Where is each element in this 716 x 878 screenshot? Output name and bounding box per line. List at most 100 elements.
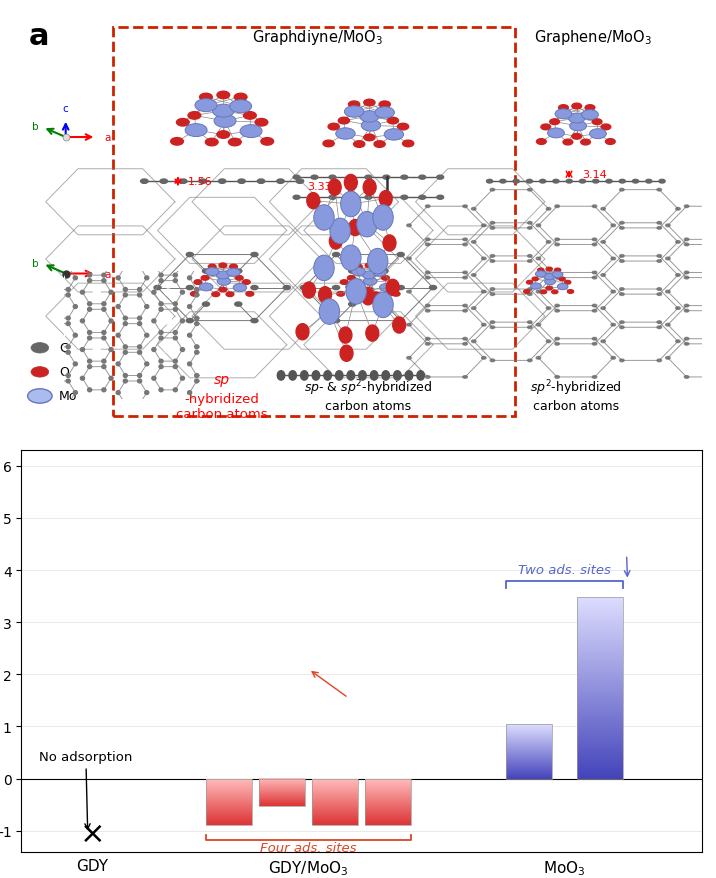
- Circle shape: [73, 334, 77, 338]
- Circle shape: [383, 235, 396, 252]
- Circle shape: [66, 317, 70, 320]
- Circle shape: [238, 180, 246, 184]
- Circle shape: [296, 324, 309, 341]
- Circle shape: [545, 279, 556, 285]
- Circle shape: [555, 343, 559, 346]
- Circle shape: [154, 286, 161, 291]
- Circle shape: [490, 222, 495, 225]
- Circle shape: [541, 125, 551, 131]
- Circle shape: [366, 326, 379, 342]
- Circle shape: [401, 196, 407, 200]
- Circle shape: [87, 331, 92, 335]
- Circle shape: [379, 191, 392, 207]
- Circle shape: [87, 251, 92, 255]
- Circle shape: [619, 261, 624, 263]
- Circle shape: [66, 294, 70, 298]
- Circle shape: [93, 376, 100, 382]
- Circle shape: [419, 196, 426, 200]
- Circle shape: [116, 306, 120, 309]
- Circle shape: [684, 338, 689, 341]
- Circle shape: [490, 189, 495, 191]
- Circle shape: [324, 371, 332, 381]
- Circle shape: [307, 193, 320, 210]
- Circle shape: [180, 291, 185, 295]
- Circle shape: [684, 244, 689, 247]
- Circle shape: [195, 322, 199, 326]
- Circle shape: [188, 277, 192, 280]
- Circle shape: [319, 299, 339, 325]
- Circle shape: [362, 271, 376, 279]
- Circle shape: [129, 390, 136, 396]
- Circle shape: [173, 336, 178, 341]
- Circle shape: [657, 288, 662, 291]
- Circle shape: [277, 180, 284, 184]
- Circle shape: [397, 286, 405, 291]
- Circle shape: [611, 324, 616, 327]
- Circle shape: [303, 283, 316, 299]
- Circle shape: [145, 306, 149, 309]
- Circle shape: [632, 180, 639, 184]
- Circle shape: [123, 294, 127, 298]
- Circle shape: [619, 255, 624, 258]
- Circle shape: [329, 196, 336, 200]
- Circle shape: [200, 333, 208, 339]
- Circle shape: [319, 287, 332, 304]
- Circle shape: [173, 360, 178, 363]
- Circle shape: [152, 320, 156, 323]
- Circle shape: [195, 317, 199, 320]
- Circle shape: [592, 277, 597, 279]
- Circle shape: [528, 360, 532, 363]
- Circle shape: [379, 102, 390, 109]
- Bar: [312, 779, 358, 824]
- Circle shape: [528, 293, 532, 296]
- Circle shape: [676, 275, 680, 277]
- Circle shape: [340, 280, 348, 285]
- Text: Graphene/MoO$_3$: Graphene/MoO$_3$: [534, 27, 652, 47]
- Circle shape: [589, 130, 606, 140]
- Circle shape: [243, 280, 250, 285]
- Circle shape: [216, 277, 221, 280]
- Circle shape: [471, 275, 476, 277]
- Circle shape: [52, 294, 56, 298]
- Circle shape: [611, 258, 616, 261]
- Bar: [365, 779, 411, 824]
- Circle shape: [619, 288, 624, 291]
- Circle shape: [209, 294, 213, 298]
- Text: 1.56: 1.56: [188, 177, 213, 187]
- Circle shape: [173, 274, 178, 277]
- Circle shape: [373, 269, 387, 277]
- Circle shape: [619, 293, 624, 296]
- Circle shape: [199, 284, 213, 291]
- Circle shape: [482, 225, 486, 227]
- Circle shape: [397, 253, 405, 257]
- Circle shape: [425, 277, 430, 279]
- Circle shape: [123, 379, 127, 384]
- Circle shape: [165, 261, 172, 268]
- Circle shape: [209, 374, 213, 378]
- Circle shape: [93, 261, 100, 268]
- Circle shape: [209, 322, 213, 326]
- Circle shape: [186, 286, 193, 291]
- Circle shape: [137, 265, 142, 269]
- Text: sp: sp: [214, 372, 230, 386]
- Circle shape: [80, 291, 84, 295]
- Text: GDY/MoO$_3$: GDY/MoO$_3$: [268, 858, 349, 876]
- Circle shape: [676, 241, 680, 244]
- Circle shape: [230, 101, 251, 113]
- Circle shape: [381, 270, 388, 274]
- Circle shape: [173, 308, 178, 312]
- Circle shape: [234, 94, 247, 102]
- Circle shape: [159, 251, 163, 255]
- Circle shape: [160, 180, 168, 184]
- Circle shape: [347, 277, 355, 281]
- Circle shape: [176, 119, 189, 126]
- Circle shape: [555, 376, 559, 378]
- Circle shape: [216, 271, 230, 279]
- Circle shape: [216, 392, 221, 395]
- Circle shape: [73, 306, 77, 309]
- Circle shape: [341, 192, 361, 218]
- Circle shape: [116, 334, 120, 338]
- Circle shape: [463, 205, 468, 208]
- Circle shape: [546, 287, 552, 291]
- Circle shape: [190, 292, 198, 297]
